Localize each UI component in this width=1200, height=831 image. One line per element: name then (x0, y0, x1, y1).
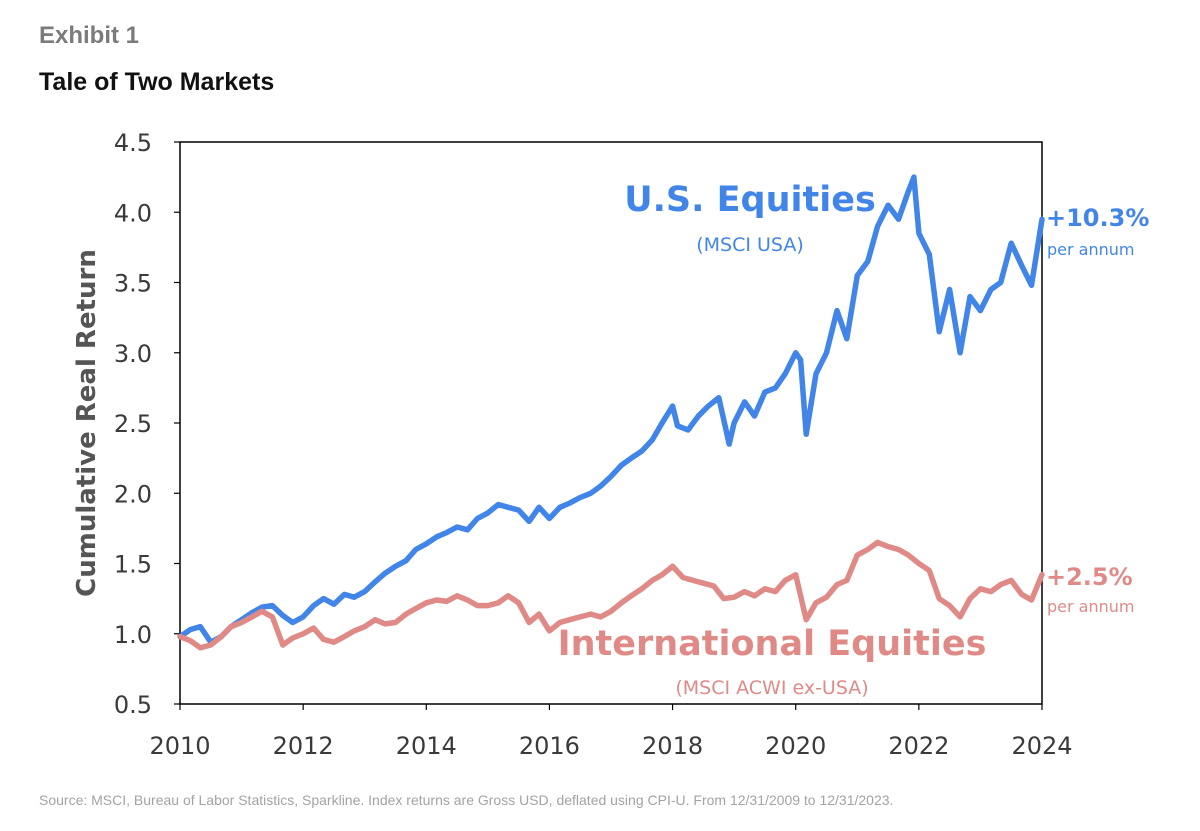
x-tick-label: 2016 (519, 732, 580, 760)
intl-end-sublabel: per annum (1047, 597, 1134, 616)
y-tick-label: 2.5 (114, 410, 152, 438)
y-tick-label: 3.5 (114, 270, 152, 298)
us-series-line (177, 174, 1045, 645)
x-tick-label: 2012 (273, 732, 334, 760)
y-axis-label: Cumulative Real Return (72, 249, 102, 597)
y-tick-label: 0.5 (114, 691, 152, 719)
us-series-label: U.S. Equities (624, 180, 876, 220)
intl-series-line (177, 539, 1045, 651)
y-tick-label: 4.0 (114, 199, 152, 227)
x-tick-label: 2022 (888, 732, 949, 760)
x-tick-label: 2010 (149, 732, 210, 760)
intl-end-label: +2.5% (1046, 563, 1133, 591)
intl-series-label: International Equities (558, 624, 987, 664)
source-note: Source: MSCI, Bureau of Labor Statistics… (39, 792, 894, 808)
y-tick-label: 4.5 (114, 129, 152, 157)
plot-frame (179, 141, 1043, 705)
line-chart: 0.5 1.0 1.5 2.0 2.5 3.0 3.5 4.0 4.5 2010 2012 2014… (72, 129, 1149, 760)
exhibit-label: Exhibit 1 (39, 22, 140, 49)
us-series-sublabel: (MSCI USA) (696, 234, 804, 256)
us-end-label: +10.3% (1046, 204, 1149, 232)
x-tick-label: 2014 (396, 732, 457, 760)
y-tick-label: 3.0 (114, 340, 152, 368)
x-tick-label: 2024 (1011, 732, 1072, 760)
y-tick-label: 1.5 (114, 551, 152, 579)
y-tick-label: 1.0 (114, 621, 152, 649)
intl-series-sublabel: (MSCI ACWI ex-USA) (675, 677, 868, 699)
y-tick-label: 2.0 (114, 480, 152, 508)
page-title: Tale of Two Markets (39, 68, 275, 96)
us-end-sublabel: per annum (1047, 240, 1134, 259)
x-tick-label: 2020 (765, 732, 826, 760)
x-tick-label: 2018 (642, 732, 703, 760)
